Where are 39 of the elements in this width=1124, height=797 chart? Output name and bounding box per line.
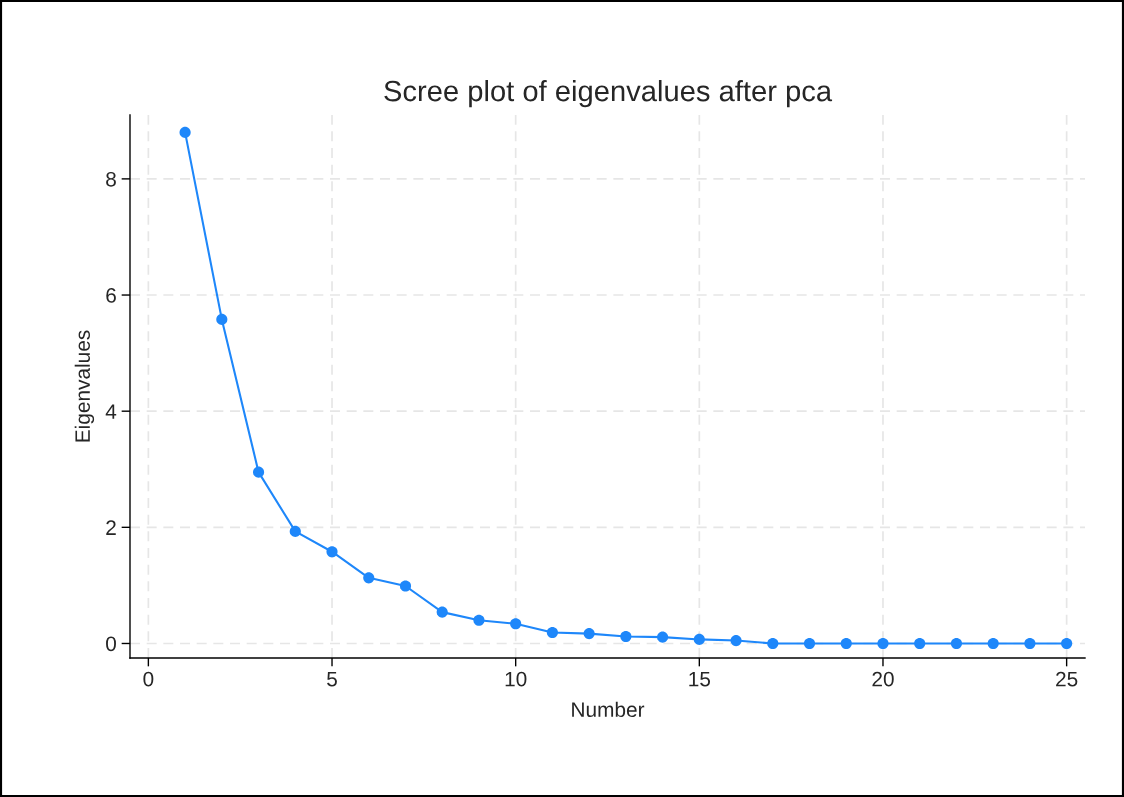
y-tick-label: 4 bbox=[105, 404, 117, 419]
point bbox=[510, 618, 522, 630]
x-axis-title: Number bbox=[572, 701, 645, 718]
point bbox=[436, 606, 448, 618]
x-tick-label: 25 bbox=[1056, 671, 1078, 687]
point bbox=[1061, 637, 1073, 650]
point bbox=[216, 313, 228, 325]
point bbox=[399, 580, 412, 592]
point bbox=[693, 633, 705, 645]
point bbox=[289, 525, 301, 537]
point bbox=[950, 637, 962, 650]
point bbox=[767, 637, 779, 650]
point bbox=[620, 630, 632, 643]
x-tick-label: 15 bbox=[689, 671, 711, 687]
point bbox=[657, 631, 669, 643]
chart-title: Scree plot of eigenvalues after pca bbox=[384, 79, 833, 108]
y-tick-label: 2 bbox=[106, 520, 116, 535]
y-tick-label: 0 bbox=[106, 636, 116, 652]
point bbox=[546, 626, 558, 638]
y-axis-title: Eigenvalues bbox=[74, 330, 95, 442]
y-tick-label: 8 bbox=[106, 171, 116, 187]
point bbox=[1024, 637, 1036, 650]
point bbox=[583, 628, 595, 640]
point bbox=[179, 126, 191, 138]
point bbox=[914, 637, 926, 650]
x-tick-label: 20 bbox=[872, 671, 894, 687]
point bbox=[326, 546, 338, 558]
point bbox=[877, 637, 889, 650]
x-tick-label: 10 bbox=[505, 671, 527, 687]
point bbox=[363, 572, 375, 584]
point bbox=[840, 637, 852, 650]
point bbox=[987, 637, 999, 650]
x-tick-label: 5 bbox=[327, 671, 337, 687]
x-tick-label: 0 bbox=[143, 671, 154, 687]
point bbox=[730, 635, 742, 647]
y-tick-label: 6 bbox=[106, 288, 116, 303]
point bbox=[253, 466, 265, 478]
point bbox=[803, 637, 816, 650]
point bbox=[473, 614, 485, 626]
